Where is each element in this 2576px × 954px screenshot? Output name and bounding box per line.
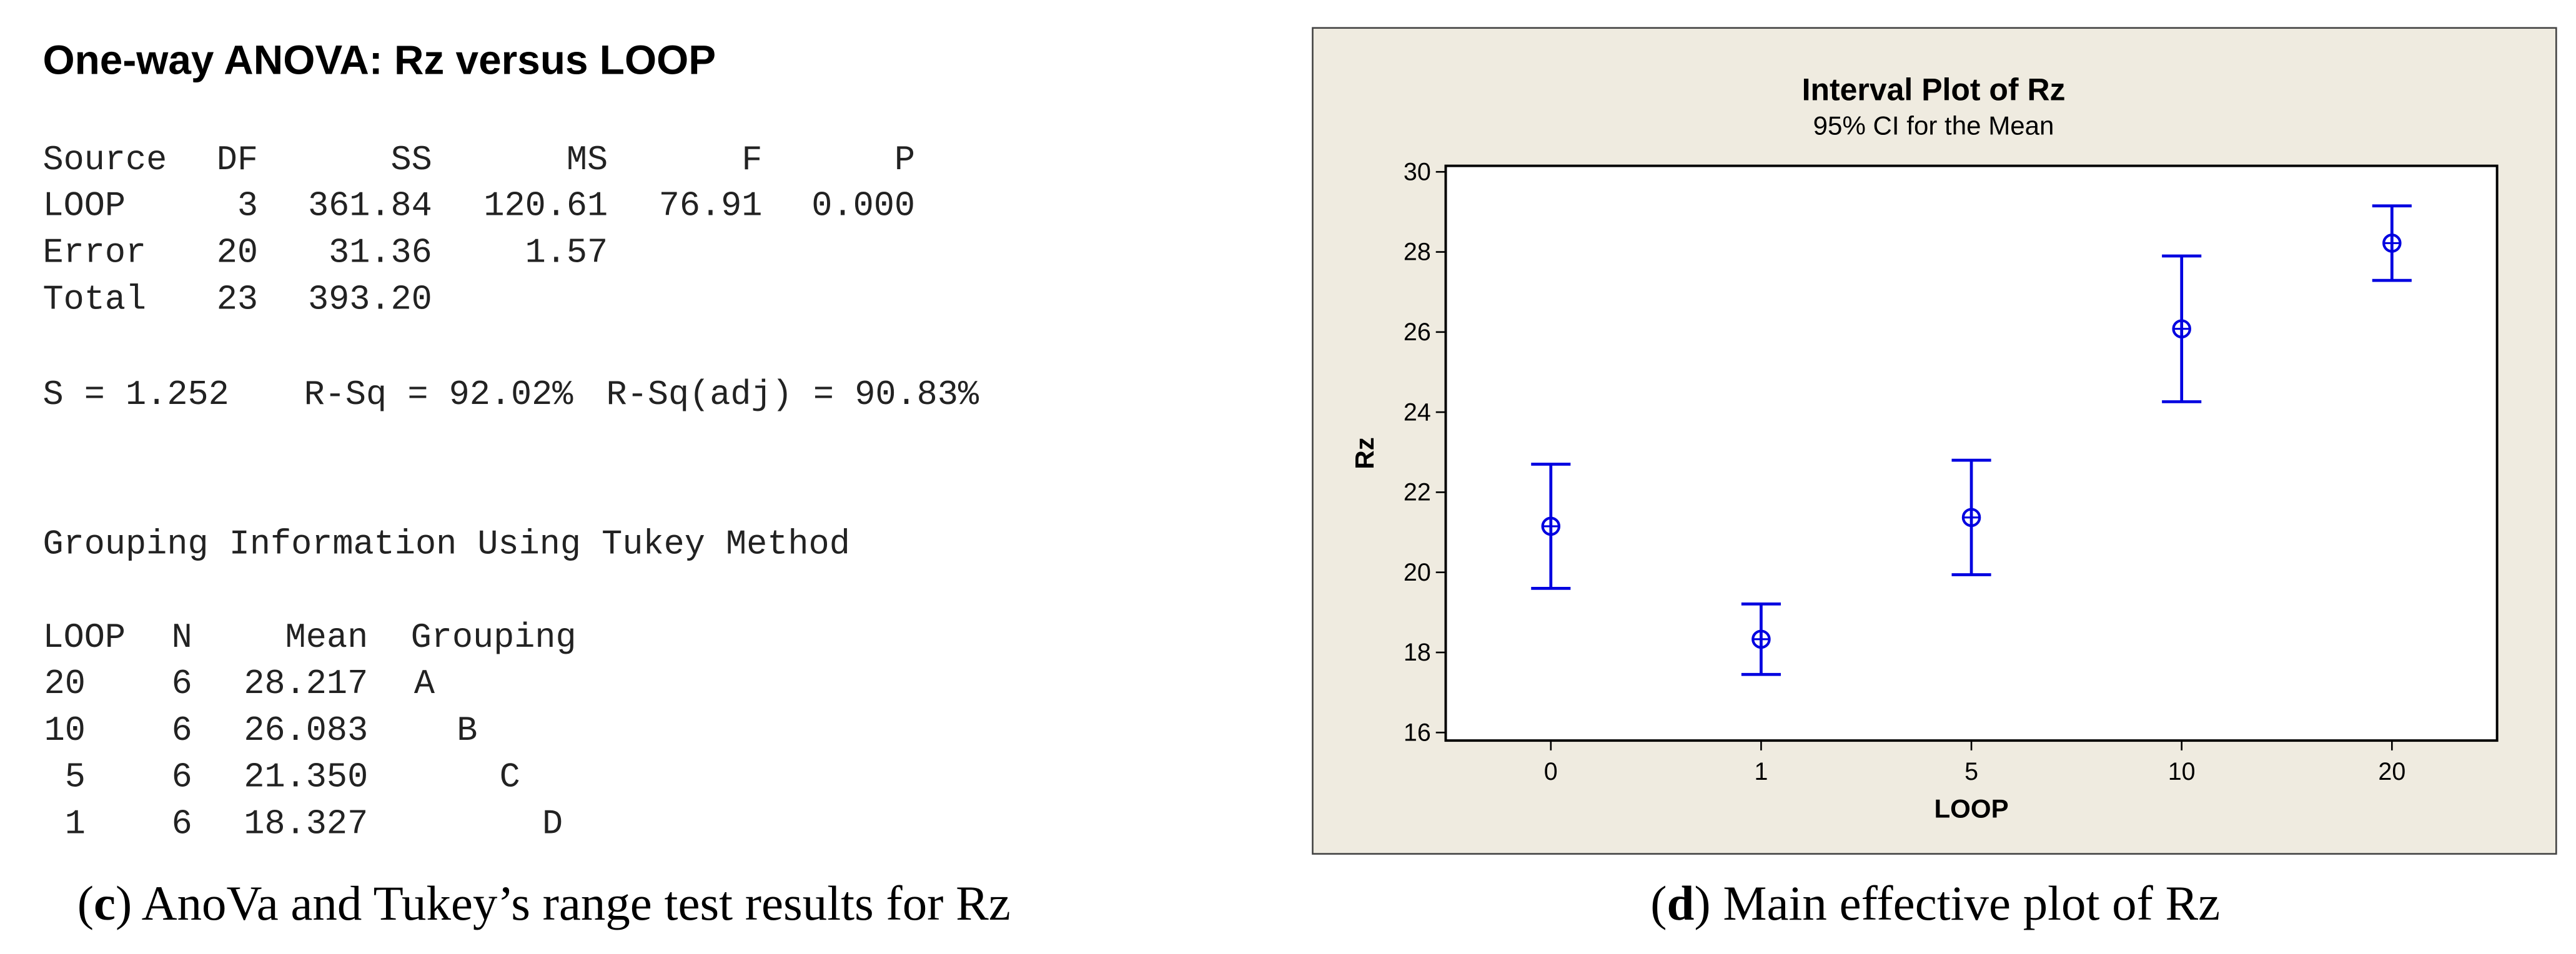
table-header: DF (217, 140, 258, 180)
y-tick-label: 30 (1404, 158, 1431, 185)
table-cell: 0.000 (811, 187, 915, 226)
stat: S = 1.252 (42, 375, 229, 415)
anova-title: One-way ANOVA: Rz versus LOOP (42, 36, 716, 82)
grouping-cell: 20 (44, 664, 86, 704)
grouping-header: LOOP (42, 618, 126, 657)
x-tick-label: 5 (1964, 758, 1978, 785)
y-tick-label: 24 (1404, 398, 1431, 426)
grouping-cell: 1 (65, 805, 86, 844)
caption-label: d (1667, 877, 1695, 931)
table-cell: 23 (217, 280, 258, 319)
chart-title: Interval Plot of Rz (1802, 72, 2066, 107)
y-tick-label: 28 (1404, 238, 1431, 266)
table-cell: 3 (237, 187, 258, 226)
table-header: F (741, 140, 762, 180)
x-tick-label: 1 (1754, 758, 1768, 785)
table-cell: Total (42, 280, 146, 319)
x-tick-label: 0 (1544, 758, 1558, 785)
y-tick-label: 26 (1404, 318, 1431, 346)
grouping-cell: B (457, 711, 477, 750)
table-cell: 361.84 (308, 187, 432, 226)
table-cell: Error (42, 233, 146, 272)
table-cell: 120.61 (483, 187, 608, 226)
grouping-cell: A (414, 664, 435, 704)
caption-open: ( (1650, 877, 1667, 931)
grouping-cell: 18.327 (244, 805, 368, 844)
grouping-cell: 10 (44, 711, 86, 750)
table-header: Source (42, 140, 167, 180)
grouping-cell: 6 (172, 758, 192, 797)
y-tick-label: 16 (1404, 719, 1431, 746)
table-cell: 20 (217, 233, 258, 272)
stat: R-Sq(adj) = 90.83% (607, 375, 979, 415)
x-axis-label: LOOP (1934, 794, 2008, 824)
grouping-cell: C (500, 758, 520, 797)
caption: (c) AnoVa and Tukey’s range test results… (77, 877, 1011, 931)
table-cell: 393.20 (308, 280, 432, 319)
y-tick-label: 22 (1404, 479, 1431, 506)
grouping-cell: D (542, 805, 563, 844)
grouping-cell: 5 (65, 758, 86, 797)
stat: R-Sq = 92.02% (304, 375, 574, 415)
table-cell: 1.57 (525, 233, 608, 272)
grouping-header: Grouping (411, 618, 577, 657)
caption-open: ( (77, 877, 94, 931)
caption-text: ) Main effective plot of Rz (1694, 877, 2220, 931)
plot-area (1444, 164, 2499, 742)
grouping-header: Mean (285, 618, 369, 657)
table-header: P (894, 140, 915, 180)
y-tick-label: 20 (1404, 559, 1431, 586)
table-cell: 31.36 (329, 233, 432, 272)
caption-label: c (94, 877, 116, 931)
grouping-cell: 6 (172, 711, 192, 750)
y-tick-label: 18 (1404, 639, 1431, 666)
x-tick-label: 10 (2168, 758, 2196, 785)
table-header: MS (567, 140, 608, 180)
x-tick-label: 20 (2378, 758, 2405, 785)
grouping-cell: 28.217 (244, 664, 368, 704)
grouping-header: N (172, 618, 192, 657)
grouping-cell: 6 (172, 664, 192, 704)
chart-subtitle: 95% CI for the Mean (1813, 111, 2054, 140)
table-header: SS (391, 140, 432, 180)
grouping-cell: 21.350 (244, 758, 368, 797)
table-cell: 76.91 (659, 187, 763, 226)
table-cell: LOOP (42, 187, 126, 226)
grouping-title: Grouping Information Using Tukey Method (42, 524, 850, 564)
caption: (d) Main effective plot of Rz (1650, 877, 2220, 931)
grouping-cell: 6 (172, 805, 192, 844)
y-axis-label: Rz (1350, 437, 1379, 469)
caption-text: ) AnoVa and Tukey’s range test results f… (116, 877, 1011, 931)
grouping-cell: 26.083 (244, 711, 368, 750)
